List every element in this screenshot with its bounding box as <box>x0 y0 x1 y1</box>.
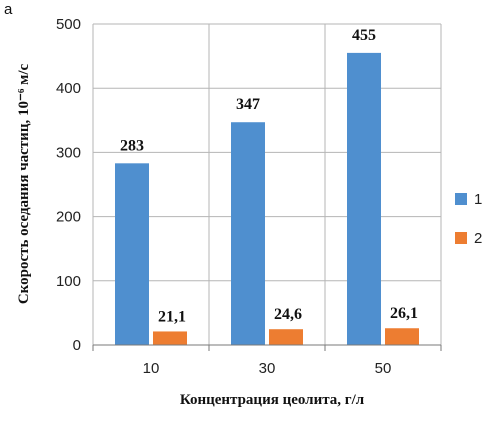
bar-series-2-30 <box>269 329 303 345</box>
bars <box>115 52 419 345</box>
y-tick-label: 0 <box>73 337 81 354</box>
data-label-series-1: 347 <box>236 96 260 113</box>
y-tick-label: 300 <box>56 144 81 161</box>
y-tick-label: 100 <box>56 273 81 290</box>
axes: 0 100 200 300 400 500 10 30 50 <box>56 16 442 377</box>
legend-label-2: 2 <box>474 230 482 247</box>
bar-series-2-10 <box>153 331 187 345</box>
panel-label: а <box>4 1 13 18</box>
data-labels: 283 347 455 21,1 24,6 26,1 <box>120 27 418 326</box>
bar-series-2-50 <box>385 328 419 345</box>
legend: 12 <box>455 191 482 247</box>
y-tick-label: 200 <box>56 209 81 226</box>
legend-swatch-2 <box>455 232 467 244</box>
y-axis-title: Скорость оседания частиц, 10⁻⁶ м/с <box>16 63 32 304</box>
bar-series-1-50 <box>347 52 381 345</box>
x-tick-label: 50 <box>375 360 392 377</box>
data-label-series-2: 21,1 <box>158 308 186 325</box>
data-label-series-1: 283 <box>120 137 144 154</box>
data-label-series-2: 26,1 <box>390 305 418 322</box>
x-tick-label: 30 <box>259 360 276 377</box>
legend-swatch-1 <box>455 193 467 205</box>
bar-series-1-10 <box>115 163 149 345</box>
y-tick-label: 400 <box>56 80 81 97</box>
gridlines <box>92 23 442 345</box>
bar-series-1-30 <box>231 122 265 345</box>
x-axis-title: Концентрация цеолита, г/л <box>180 392 365 408</box>
legend-label-1: 1 <box>474 191 482 208</box>
x-tick-label: 10 <box>143 360 160 377</box>
data-label-series-2: 24,6 <box>274 306 302 323</box>
y-tick-label: 500 <box>56 16 81 33</box>
data-label-series-1: 455 <box>352 27 376 44</box>
